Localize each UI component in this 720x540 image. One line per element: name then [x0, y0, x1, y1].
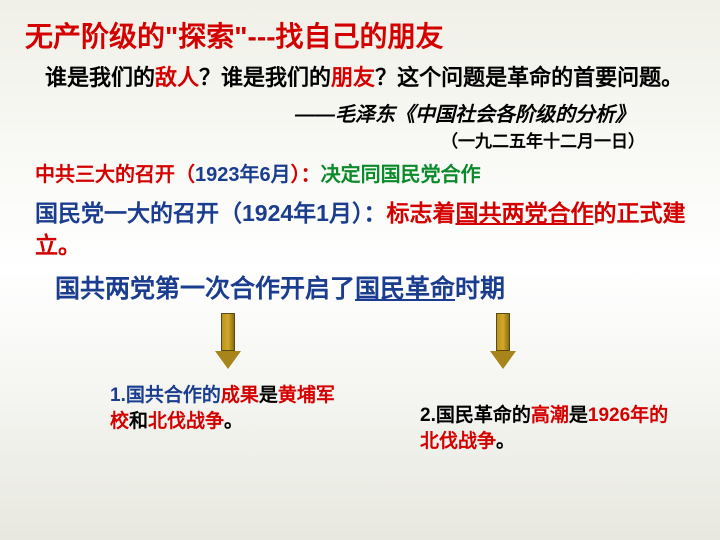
quote-enemy: 敌人 [155, 65, 199, 90]
l2-p3: 标志着 [386, 200, 455, 226]
bottom-row: 1.国共合作的成果是黄埔军校和北伐战争。 2.国民革命的高潮是1926年的北伐战… [25, 383, 695, 454]
b1-p1: 1.国共合作的 [110, 385, 221, 406]
l1-p2: ）： [291, 164, 321, 186]
l2-p1: 国民党一大的召开（ [35, 200, 242, 226]
arrow-body [496, 313, 510, 351]
result-box-2: 2.国民革命的高潮是1926年的北伐战争。 [420, 403, 680, 454]
arrows-container [25, 313, 695, 383]
b2-p1: 2.国民革命的 [420, 405, 531, 426]
attribution: ——毛泽东《中国社会各阶级的分析》 [25, 98, 635, 127]
l1-date: 1923年6月 [195, 164, 291, 186]
result-box-1: 1.国共合作的成果是黄埔军校和北伐战争。 [110, 383, 350, 454]
l1-p3: 决定同国民党合作 [321, 164, 481, 186]
b2-p2: 高潮 [531, 405, 569, 426]
arrow-left [215, 313, 241, 368]
l1-p1: 中共三大的召开（ [35, 164, 195, 186]
b1-p3: 是 [259, 385, 278, 406]
b1-p6: 北伐战争 [148, 411, 224, 432]
main-title: 无产阶级的"探索"---找自己的朋友 [25, 15, 695, 55]
arrow-right [490, 313, 516, 368]
l3-p2: 时期 [455, 276, 505, 303]
quote-mid1: ？谁是我们的 [199, 65, 331, 90]
b1-p7: 。 [224, 411, 243, 432]
quote-post1: ？这个问题是革命的首要问题。 [375, 65, 683, 90]
title-text: 无产阶级的"探索"---找自己的朋友 [25, 21, 444, 52]
arrow-body [221, 313, 235, 351]
l2-date: 1924年1月 [242, 200, 352, 226]
b2-p5: 。 [496, 431, 515, 452]
quote-friend: 朋友 [331, 65, 375, 90]
b1-p2: 成果 [221, 385, 259, 406]
event-line-2: 国民党一大的召开（1924年1月）：标志着国共两党合作的正式建立。 [35, 197, 695, 261]
quote-block: 谁是我们的敌人？谁是我们的朋友？这个问题是革命的首要问题。 [45, 63, 695, 94]
l3-underlined: 国民革命 [355, 276, 455, 303]
l2-p2: ）： [352, 200, 387, 226]
quote-date: （一九二五年十二月一日） [25, 127, 645, 152]
summary-line: 国共两党第一次合作开启了国民革命时期 [55, 269, 695, 305]
b2-p3: 是 [569, 405, 588, 426]
arrow-head [490, 351, 516, 369]
arrow-head [215, 351, 241, 369]
quote-pre1: 谁是我们的 [45, 65, 155, 90]
event-line-1: 中共三大的召开（1923年6月）：决定同国民党合作 [35, 158, 695, 187]
l2-p4: 国共两党合作 [455, 200, 593, 226]
b1-p5: 和 [129, 411, 148, 432]
l3-p1: 国共两党第一次合作开启了 [55, 276, 355, 303]
